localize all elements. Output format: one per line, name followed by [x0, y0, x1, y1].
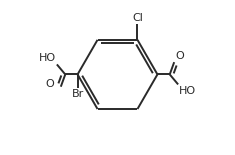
Text: Cl: Cl [132, 13, 143, 23]
Text: HO: HO [39, 53, 56, 63]
Text: O: O [175, 51, 184, 61]
Text: HO: HO [179, 86, 196, 96]
Text: O: O [45, 79, 54, 89]
Text: Br: Br [71, 89, 84, 100]
